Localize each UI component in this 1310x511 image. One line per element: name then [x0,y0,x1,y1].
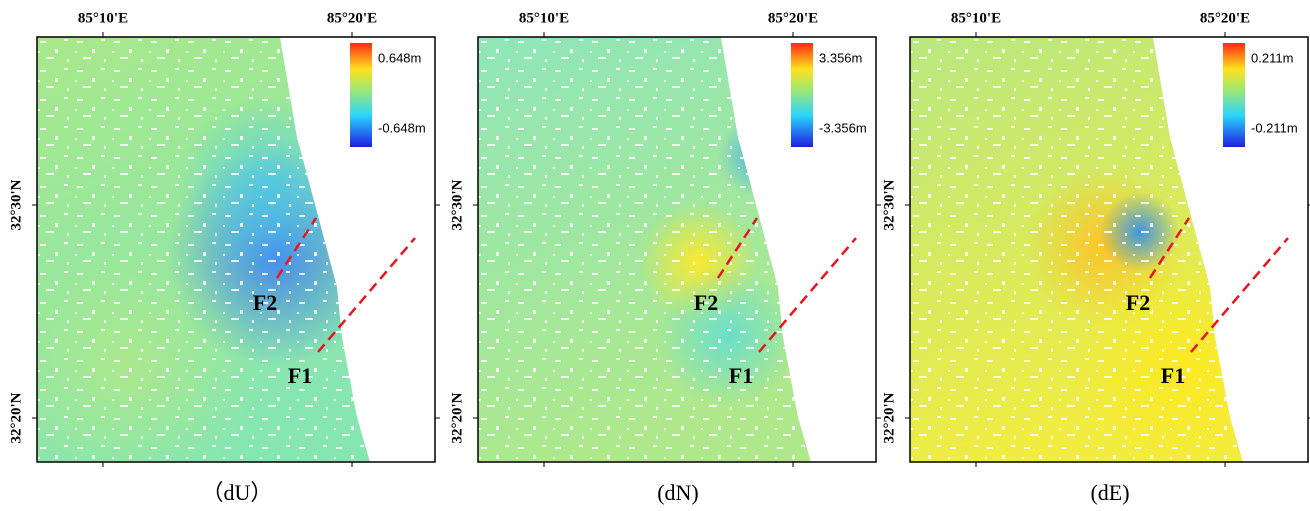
deformation-map [478,37,811,462]
fault-line [1148,217,1191,279]
lon-label: 85°10'E [78,10,128,26]
colorbar-min: -0.648m [378,120,426,135]
colorbar-max: 3.356m [819,50,862,65]
lat-label: 32°20'N [449,392,465,443]
colorbar [1223,43,1245,147]
fault-line [716,217,759,279]
colorbar-max: 0.648m [378,50,421,65]
colorbar-min: -3.356m [819,120,867,135]
colorbar [791,43,813,147]
lat-label: 32°30'N [449,179,465,230]
lat-label: 32°30'N [881,179,897,230]
noise [37,37,370,462]
map-panel: 85°10'E 85°20'E 32°30'N 32°20'N 0.211m -0.211… [881,10,1310,505]
lon-label: 85°20'E [1200,10,1250,26]
deformation-map [910,37,1243,462]
noise [910,37,1243,462]
map-panel: 85°10'E 85°20'E 32°30'N 32°20'N 3.356m -3.356… [449,10,881,505]
map-panel: 85°10'E 85°20'E 32°30'N 32°20'N 0.648m -0.648… [8,10,440,505]
fault-label: F1 [729,363,753,388]
colorbar [350,43,372,147]
fault-line [758,237,857,353]
fault-label: F2 [1126,290,1150,315]
lat-label: 32°20'N [8,392,24,443]
frame [909,36,1309,463]
fault-label: F1 [288,363,312,388]
lon-label: 85°20'E [327,10,377,26]
lon-label: 85°10'E [951,10,1001,26]
caption: （dU） [202,480,273,505]
fault-label: F2 [694,290,718,315]
lon-label: 85°10'E [519,10,569,26]
fault-label: F2 [253,290,277,315]
lat-label: 32°30'N [8,179,24,230]
lon-label: 85°20'E [768,10,818,26]
colorbar-min: -0.211m [1251,120,1298,135]
caption: (dE) [1090,480,1129,505]
fault-label: F1 [1161,363,1185,388]
frame [477,36,877,463]
caption: (dN) [657,480,699,505]
lat-label: 32°20'N [881,392,897,443]
fault-line [317,237,416,353]
fault-line [1190,237,1289,353]
fault-line [275,217,318,279]
colorbar-max: 0.211m [1251,50,1293,65]
frame [36,36,436,463]
noise [478,37,811,462]
